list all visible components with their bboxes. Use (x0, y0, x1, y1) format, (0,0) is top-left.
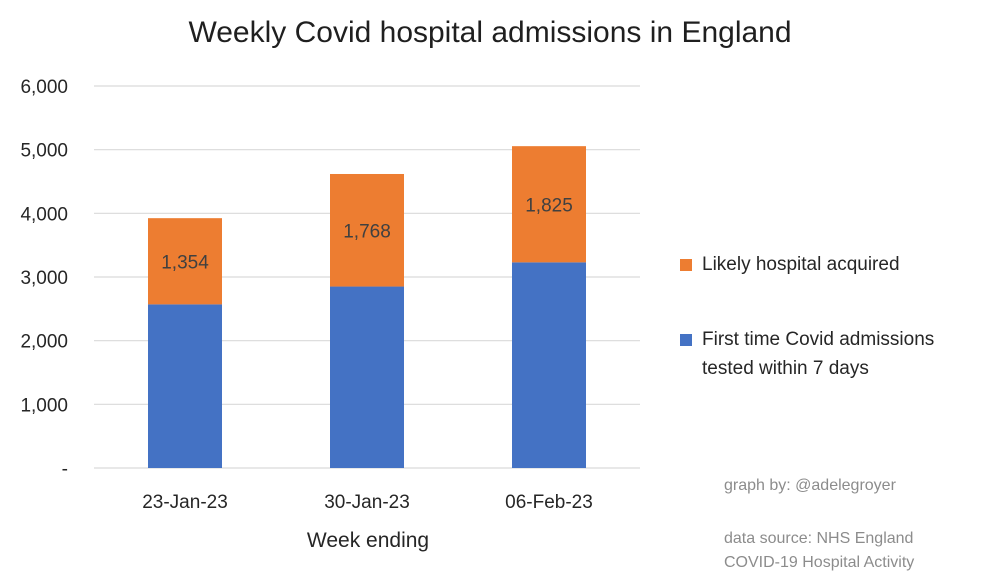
legend: Likely hospital acquired First time Covid… (680, 254, 934, 379)
x-axis-ticks: 23-Jan-23 30-Jan-23 06-Feb-23 (142, 492, 593, 513)
y-tick-label-3000: 3,000 (20, 268, 68, 289)
x-tick-label-30-Jan-23: 30-Jan-23 (324, 492, 410, 513)
x-axis-title: Week ending (307, 529, 429, 552)
y-tick-label-6000: 6,000 (20, 77, 68, 98)
bar-06-Feb-23-series-0 (512, 262, 586, 468)
y-tick-label-5000: 5,000 (20, 141, 68, 162)
data-label-23-Jan-23: 1,354 (161, 252, 209, 273)
bars (148, 146, 586, 468)
legend-label-0-line1: tested within 7 days (702, 358, 869, 379)
data-label-30-Jan-23: 1,768 (343, 221, 391, 242)
x-tick-label-06-Feb-23: 06-Feb-23 (505, 492, 593, 513)
chart-title: Weekly Covid hospital admissions in Engl… (188, 16, 791, 49)
legend-swatch-1 (680, 259, 692, 271)
legend-swatch-0 (680, 334, 692, 346)
credit-graph-by: graph by: @adelegroyer (724, 477, 897, 494)
credit-data-source-line2: COVID-19 Hospital Activity (724, 554, 914, 571)
data-labels: 1,354 1,768 1,825 (161, 195, 573, 273)
bar-06-Feb-23-series-1 (512, 146, 586, 263)
y-tick-label-1000: 1,000 (20, 395, 68, 416)
legend-label-0-line0: First time Covid admissions (702, 329, 934, 350)
y-tick-label-2000: 2,000 (20, 332, 68, 353)
y-axis-ticks: - 1,000 2,000 3,000 4,000 5,000 6,000 (20, 77, 68, 480)
credit-data-source-line1: data source: NHS England (724, 530, 913, 547)
y-tick-label-0: - (62, 459, 68, 480)
credits: graph by: @adelegroyer data source: NHS … (724, 477, 914, 571)
bar-23-Jan-23-series-0 (148, 304, 222, 468)
bar-23-Jan-23-series-1 (148, 218, 222, 305)
x-tick-label-23-Jan-23: 23-Jan-23 (142, 492, 228, 513)
y-tick-label-4000: 4,000 (20, 204, 68, 225)
legend-label-1-line0: Likely hospital acquired (702, 254, 900, 275)
bar-30-Jan-23-series-1 (330, 173, 404, 287)
bar-30-Jan-23-series-0 (330, 286, 404, 468)
data-label-06-Feb-23: 1,825 (525, 195, 573, 216)
